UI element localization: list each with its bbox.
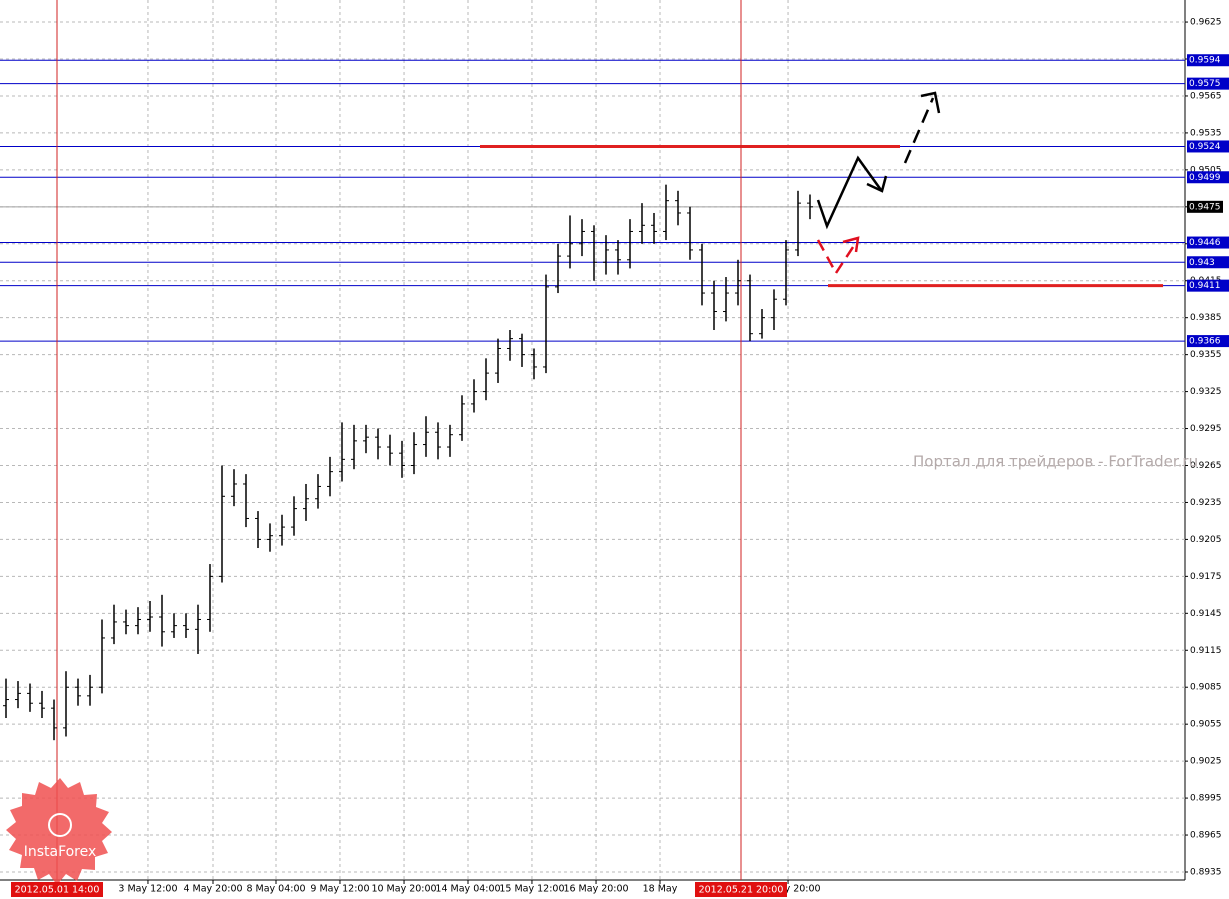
- level-label-bg: [1187, 279, 1229, 292]
- x-tick-label: 14 May 04:00: [435, 884, 500, 895]
- level-label-bg: [1187, 335, 1229, 348]
- x-tick-label: 18 May: [643, 884, 678, 895]
- y-tick-label: 0.8935: [1190, 867, 1222, 877]
- y-tick-label: 0.9145: [1190, 609, 1222, 619]
- last-price-label: 0.9475: [1189, 202, 1221, 212]
- y-tick-label: 0.9265: [1190, 461, 1222, 471]
- y-tick-label: 0.9325: [1190, 387, 1222, 397]
- marker-label-bg: [11, 882, 103, 897]
- logo: InstaForex: [6, 778, 112, 885]
- marker-label: 2012.05.01 14:00: [15, 885, 100, 896]
- x-tick-label: 16 May 20:00: [563, 884, 628, 895]
- level-label-bg: [1187, 140, 1229, 153]
- level-label: 0.9524: [1189, 142, 1221, 152]
- x-tick-label: 9 May 12:00: [310, 884, 369, 895]
- y-tick-label: 0.9535: [1190, 128, 1222, 138]
- y-tick-label: 0.9295: [1190, 424, 1222, 434]
- x-tick-label: 4 May 20:00: [183, 884, 242, 895]
- y-tick-label: 0.9355: [1190, 350, 1222, 360]
- x-tick-label: 10 May 20:00: [371, 884, 436, 895]
- y-tick-label: 0.9175: [1190, 572, 1222, 582]
- y-tick-label: 0.9565: [1190, 91, 1222, 101]
- y-tick-label: 0.9205: [1190, 535, 1222, 545]
- level-label-bg: [1187, 54, 1229, 67]
- watermark: Портал для трейдеров - ForTrader.ru: [913, 453, 1198, 471]
- level-label-bg: [1187, 171, 1229, 184]
- level-label: 0.943: [1189, 258, 1215, 268]
- marker-label: 2012.05.21 20:00: [699, 885, 784, 896]
- y-tick-label: 0.8965: [1190, 831, 1222, 841]
- level-label: 0.9446: [1189, 238, 1221, 248]
- y-tick-label: 0.9055: [1190, 720, 1222, 730]
- level-label: 0.9594: [1189, 56, 1221, 66]
- x-tick-label: 22 May 20:00: [755, 884, 820, 895]
- level-label: 0.9499: [1189, 173, 1221, 183]
- logo-text: InstaForex: [24, 844, 97, 860]
- y-tick-label: 0.9385: [1190, 313, 1222, 323]
- y-tick-label: 0.8995: [1190, 794, 1222, 804]
- level-label: 0.9411: [1189, 281, 1221, 291]
- y-tick-label: 0.9085: [1190, 683, 1222, 693]
- last-price-bg: [1187, 200, 1223, 213]
- level-label-bg: [1187, 236, 1229, 249]
- y-tick-label: 0.9025: [1190, 757, 1222, 767]
- x-tick-label: 3 May 12:00: [118, 884, 177, 895]
- y-tick-label: 0.9115: [1190, 646, 1222, 656]
- level-label-bg: [1187, 256, 1229, 269]
- y-tick-label: 0.9625: [1190, 18, 1222, 28]
- y-tick-label: 0.9235: [1190, 498, 1222, 508]
- x-tick-label: 15 May 12:00: [499, 884, 564, 895]
- level-label-bg: [1187, 77, 1229, 90]
- level-label: 0.9575: [1189, 79, 1221, 89]
- level-label: 0.9366: [1189, 337, 1221, 347]
- forecast-arrows: [816, 91, 941, 274]
- marker-label-bg: [695, 882, 787, 897]
- x-tick-label: 8 May 04:00: [246, 884, 305, 895]
- y-tick-label: 0.9505: [1190, 165, 1222, 175]
